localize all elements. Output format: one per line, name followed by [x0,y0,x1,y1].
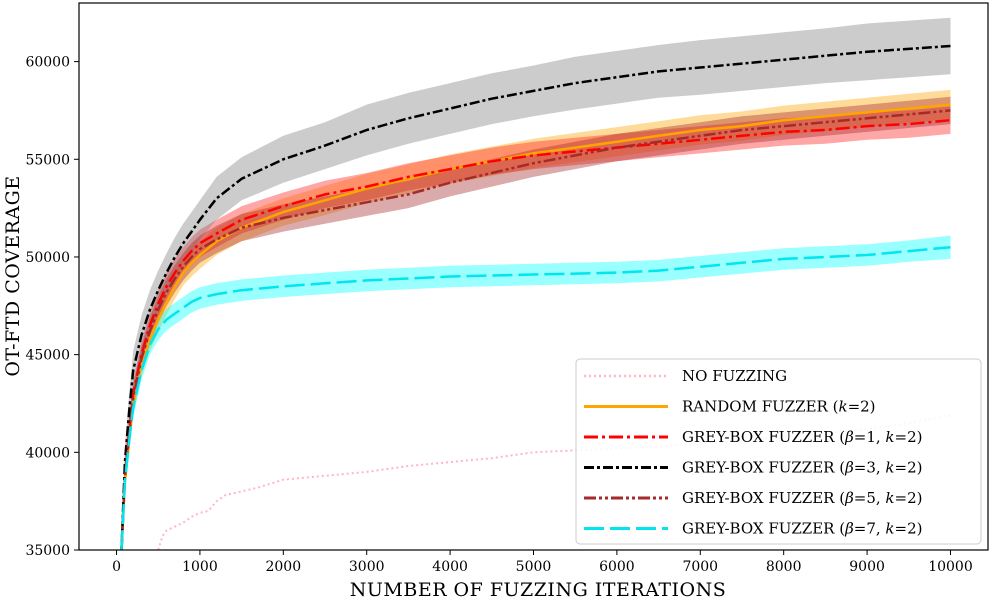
x-tick-label: 4000 [432,559,468,575]
x-tick-label: 6000 [599,559,635,575]
y-tick-label: 45000 [25,348,70,364]
band-random-fuzzer [121,89,951,550]
band-grey-box-fuzzer-b3 [121,17,951,550]
y-tick-label: 35000 [25,543,70,559]
series-lines [120,44,951,550]
x-tick-label: 5000 [516,559,552,575]
y-tick-label: 40000 [25,445,70,461]
legend-label-grey-box-fuzzer-b3: GREY-BOX FUZZER (β=3, k=2) [682,459,922,477]
legend-box [575,358,982,545]
y-tick-label: 50000 [25,250,70,266]
line-grey-box-fuzzer-b5 [120,109,951,550]
x-tick-label: 0 [112,559,121,575]
y-tick-label: 55000 [25,152,70,168]
x-tick-label: 3000 [349,559,385,575]
x-axis-label: NUMBER OF FUZZING ITERATIONS [350,579,726,601]
x-tick-label: 1000 [182,559,218,575]
line-random-fuzzer [120,103,951,550]
x-axis-ticks: 0 1000 2000 3000 4000 5000 6000 7000 8000 9000 100… [112,550,973,575]
legend-label-grey-box-fuzzer-b5: GREY-BOX FUZZER (β=5, k=2) [682,489,922,507]
x-tick-label: 9000 [849,559,885,575]
legend-label-no-fuzzing: NO FUZZING [682,367,787,385]
line-grey-box-fuzzer-b1 [120,118,951,550]
legend-label-grey-box-fuzzer-b1: GREY-BOX FUZZER (β=1, k=2) [682,428,922,446]
y-axis-ticks: 35000 40000 45000 50000 55000 60000 [25,55,79,559]
line-grey-box-fuzzer-b3 [120,44,951,550]
x-tick-label: 2000 [265,559,301,575]
x-tick-label: 8000 [766,559,802,575]
legend-label-grey-box-fuzzer-b7: GREY-BOX FUZZER (β=7, k=2) [682,520,922,538]
line-grey-box-fuzzer-b7 [120,245,951,550]
legend: NO FUZZING RANDOM FUZZER (k=2) GREY-BOX FU… [575,358,982,545]
x-tick-label: 10000 [928,559,973,575]
y-axis-label: OT-FTD COVERAGE [2,175,24,376]
legend-label-random-fuzzer: RANDOM FUZZER (k=2) [682,398,876,416]
x-tick-label: 7000 [682,559,718,575]
y-tick-label: 60000 [25,55,70,71]
